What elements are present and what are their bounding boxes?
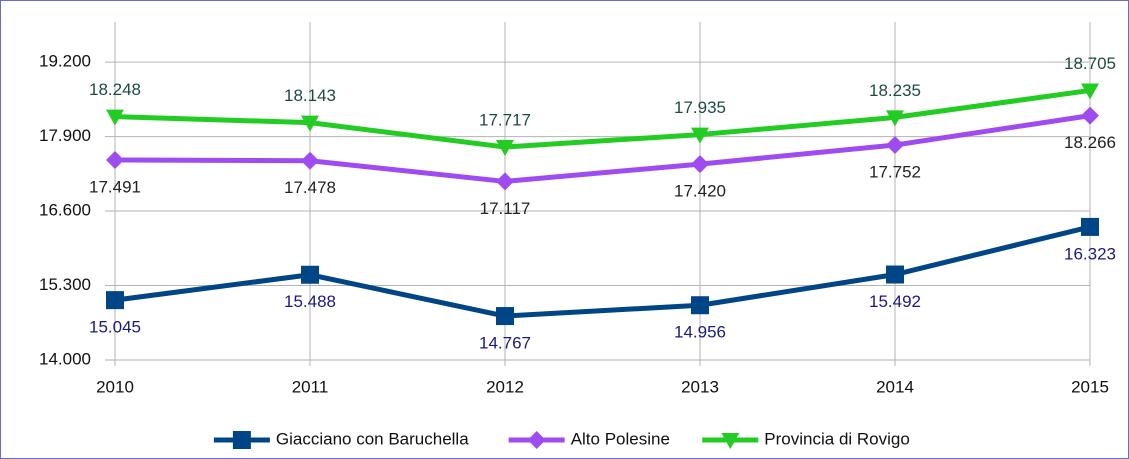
- x-tick-label: 2014: [876, 377, 914, 396]
- marker: [106, 151, 124, 170]
- x-tick-label: 2013: [681, 377, 719, 396]
- y-tick-label: 14.000: [39, 349, 91, 368]
- marker: [1081, 83, 1099, 100]
- data-label: 17.935: [674, 98, 726, 117]
- data-label: 17.717: [479, 111, 531, 130]
- marker: [691, 155, 709, 174]
- marker: [721, 433, 740, 449]
- data-label: 15.045: [89, 318, 141, 337]
- marker: [691, 296, 709, 315]
- marker: [1081, 217, 1099, 236]
- data-label: 17.420: [674, 182, 726, 201]
- marker: [496, 140, 514, 157]
- data-label: 17.117: [480, 199, 531, 218]
- y-tick-label: 17.900: [39, 126, 91, 145]
- data-label: 14.956: [674, 323, 726, 342]
- marker: [106, 109, 124, 126]
- data-label: 15.488: [284, 292, 336, 311]
- data-label: 15.492: [869, 292, 921, 311]
- marker: [301, 265, 319, 284]
- marker: [301, 115, 319, 132]
- marker: [232, 431, 251, 449]
- legend-label: Giacciano con Baruchella: [276, 429, 469, 448]
- data-label: 17.752: [869, 163, 921, 182]
- data-label: 18.235: [869, 81, 921, 100]
- x-tick-label: 2015: [1071, 377, 1109, 396]
- y-tick-label: 15.300: [39, 275, 91, 294]
- marker: [496, 172, 514, 191]
- marker: [691, 127, 709, 144]
- x-tick-label: 2011: [292, 377, 329, 396]
- x-tick-label: 2010: [96, 377, 134, 396]
- data-label: 18.143: [284, 86, 336, 105]
- data-label: 18.705: [1064, 54, 1116, 73]
- marker: [496, 307, 514, 326]
- marker: [886, 110, 904, 127]
- marker: [106, 291, 124, 310]
- series-line: [114, 113, 1091, 184]
- marker: [886, 265, 904, 284]
- legend-label: Provincia di Rovigo: [764, 429, 910, 448]
- series-line: [114, 87, 1091, 150]
- y-tick-label: 16.600: [39, 201, 91, 220]
- marker: [1081, 106, 1099, 125]
- marker: [886, 136, 904, 155]
- data-label: 17.478: [284, 178, 336, 197]
- data-label: 18.266: [1064, 133, 1116, 152]
- data-label: 18.248: [89, 80, 141, 99]
- data-label: 17.491: [89, 177, 141, 196]
- series-line: [114, 224, 1091, 319]
- marker: [527, 431, 546, 449]
- data-label: 16.323: [1064, 244, 1116, 263]
- marker: [301, 151, 319, 170]
- x-tick-label: 2012: [486, 377, 524, 396]
- y-tick-label: 19.200: [39, 52, 91, 71]
- legend-label: Alto Polesine: [571, 429, 670, 448]
- data-label: 14.767: [479, 334, 531, 353]
